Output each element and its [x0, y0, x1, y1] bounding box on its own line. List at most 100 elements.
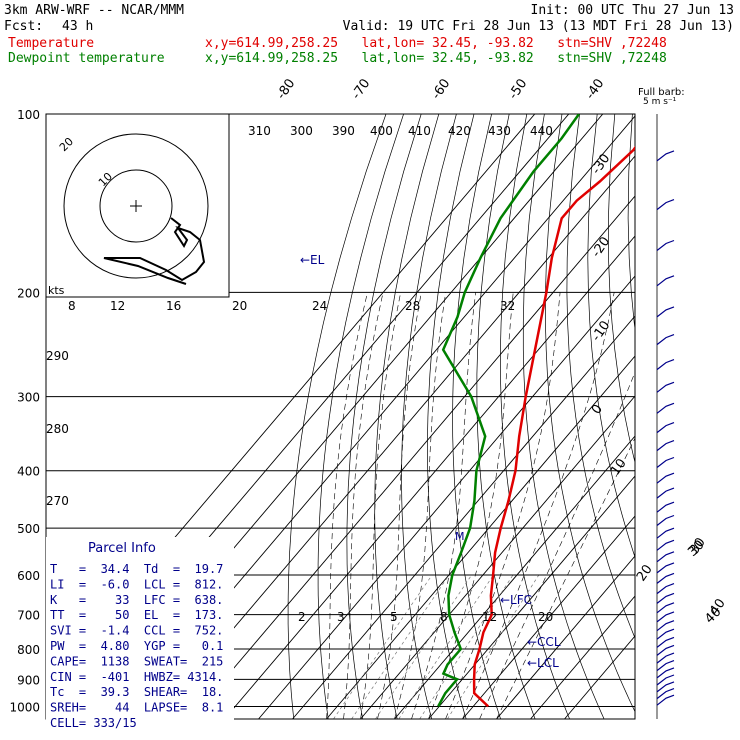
parcel-panel [46, 537, 234, 720]
isotherm-tick-label: 10 [608, 456, 630, 478]
dry-adiabat-line [545, 114, 635, 713]
isotherm-line [462, 515, 635, 720]
mixing-ratio-label: 3 [337, 610, 345, 624]
dry-adiabat-label: 270 [46, 494, 69, 508]
isotherm-line [292, 315, 635, 720]
lcl-marker: ←LCL [527, 656, 559, 670]
moist-adiabat-line [343, 292, 384, 720]
mixing-ratio-label: 32 [500, 299, 515, 313]
mixing-ratio-label: 24 [312, 299, 327, 313]
hodograph-trace [103, 217, 206, 285]
wind-barb [656, 611, 675, 623]
dry-adiabat-line [587, 114, 635, 559]
moist-adiabat-line [428, 292, 514, 720]
parcel-row: SREH= 44 LAPSE= 8.1 [50, 701, 223, 715]
plot-frame [45, 113, 636, 720]
dry-adiabat-line [476, 114, 536, 720]
dry-adiabat-line [685, 114, 740, 719]
moist-adiabat-line [462, 292, 615, 720]
wind-barb [656, 602, 675, 614]
dry-adiabat-line [566, 114, 635, 639]
isotherm-tick-label: 0 [589, 402, 606, 417]
parcel-row: Tc = 39.3 SHEAR= 18. [50, 685, 223, 699]
theta-tick-label: 400 [370, 124, 393, 138]
wind-barb [656, 440, 675, 452]
mixing-ratio-label: 20 [232, 299, 247, 313]
barb-legend-line1: Full barb: [638, 87, 685, 98]
isotherm-line [428, 475, 635, 720]
wind-barb [656, 660, 675, 672]
isotherm-tick-label: -70 [349, 76, 373, 102]
wind-barb [656, 422, 675, 434]
dry-adiabat-line [627, 114, 635, 332]
moist-adiabat-line [377, 292, 422, 720]
dry-adiabat-label: 290 [46, 349, 69, 363]
parcel-row: CIN = -401 HWBZ= 4314. [50, 670, 223, 684]
dry-adiabat-line [608, 114, 635, 464]
isotherm-tick-label: -40 [583, 76, 607, 102]
dry-adiabat-line [427, 114, 475, 720]
lfc-marker: ←LFC [500, 593, 532, 607]
wind-barb [656, 239, 675, 251]
isotherm-tick-label: -10 [589, 318, 613, 344]
wind-barb [656, 539, 675, 551]
parcel-row: LI = -6.0 LCL = 812. [50, 577, 223, 591]
isotherm-tick-label: -20 [589, 234, 613, 260]
wind-barb [656, 674, 675, 686]
wind-barb [656, 694, 675, 706]
wind-barb [656, 359, 675, 371]
wind-barb [656, 592, 675, 604]
pressure-tick-label: 800 [17, 643, 40, 657]
legend-dewpoint-info: x,y=614.99,258.25 lat,lon= 32.45, -93.82… [205, 51, 667, 66]
moist-adiabat-line [479, 371, 635, 720]
moist-adiabat-line [394, 292, 446, 720]
theta-tick-label: 390 [332, 124, 355, 138]
wind-barb [656, 562, 675, 574]
wind-barb [656, 472, 675, 484]
dry-adiabat-line [648, 114, 740, 719]
isotherm-line [564, 635, 635, 720]
mixing-ratio-label: 12 [482, 610, 497, 624]
parcel-mark: M [455, 530, 465, 543]
model-title: 3km ARW-WRF -- NCAR/MMM [4, 3, 185, 18]
isotherm-line [258, 275, 635, 720]
forecast-hours: 43 h [62, 19, 94, 34]
dry-adiabat-line [703, 114, 740, 719]
wind-barb [656, 381, 675, 393]
temperature-line [472, 145, 635, 708]
wind-barb [656, 487, 675, 499]
parcel-row: CAPE= 1138 SWEAT= 215 [50, 654, 223, 668]
wind-barb [656, 681, 675, 693]
dry-adiabat-line [720, 114, 740, 719]
wind-barb [656, 551, 675, 563]
hodograph-ring-10 [99, 169, 173, 243]
isotherm-line [360, 395, 635, 720]
valid-time: Valid: 19 UTC Fri 28 Jun 13 (13 MDT Fri … [342, 19, 734, 34]
dewpoint-line [437, 114, 581, 707]
mixing-ratio-label: 5 [390, 610, 398, 624]
mixing-ratio-line [375, 574, 472, 720]
parcel-row: PW = 4.80 YGP = 0.1 [50, 639, 223, 653]
wind-barb [656, 501, 675, 513]
theta-tick-label: 410 [408, 124, 431, 138]
mixing-ratio-label: 28 [405, 299, 420, 313]
wind-barb [656, 402, 675, 414]
dry-adiabat-line [346, 114, 422, 720]
wind-barb [656, 514, 675, 526]
pressure-tick-label: 400 [17, 465, 40, 479]
ccl-marker: ←CCL [527, 635, 561, 649]
wind-barb [656, 456, 675, 468]
isotherm-line [496, 555, 635, 720]
isotherm-line [530, 595, 635, 720]
mixing-ratio-line [398, 574, 494, 720]
isotherm-tick-label: 20 [634, 562, 656, 584]
moist-adiabat-line [360, 292, 401, 720]
moist-adiabat-line [411, 292, 476, 720]
wind-barb [656, 275, 675, 287]
wind-barb [656, 652, 675, 664]
parcel-row: TT = 50 EL = 173. [50, 608, 223, 622]
moist-adiabat-line [445, 292, 561, 720]
el-marker: ←EL [300, 253, 325, 267]
parcel-row: SVI = -1.4 CCL = 752. [50, 624, 223, 638]
